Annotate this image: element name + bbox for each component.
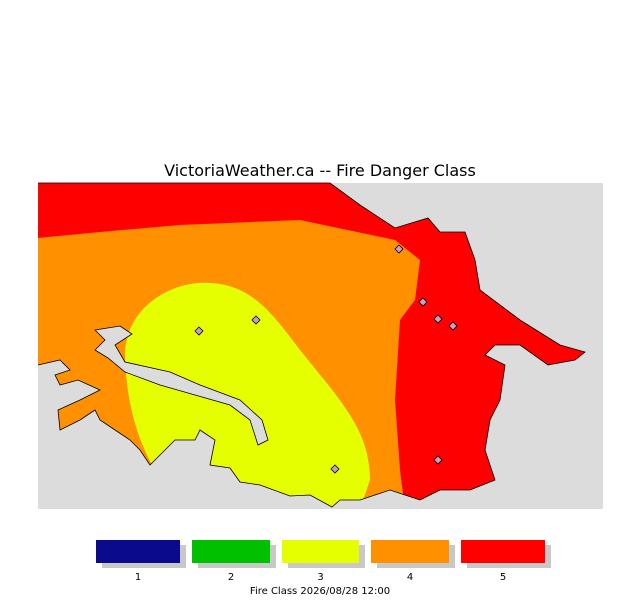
legend-label: 5 (500, 572, 506, 583)
legend-caption: Fire Class 2026/08/28 12:00 (250, 586, 390, 597)
station-markers (194, 244, 458, 474)
legend-swatch (96, 540, 180, 563)
map-title: VictoriaWeather.ca -- Fire Danger Class (164, 161, 476, 180)
legend-swatch (371, 540, 449, 563)
coastline (37, 182, 586, 508)
inlet (94, 325, 269, 446)
zone-class-5 (38, 183, 585, 507)
legend-swatch (461, 540, 545, 563)
legend-label: 1 (135, 572, 141, 583)
legend: 1 2 3 4 5 (96, 540, 551, 583)
legend-swatch (192, 540, 270, 563)
legend-label: 2 (228, 572, 234, 583)
legend-label: 4 (407, 572, 413, 583)
legend-swatch (282, 540, 359, 563)
legend-label: 3 (317, 572, 323, 583)
